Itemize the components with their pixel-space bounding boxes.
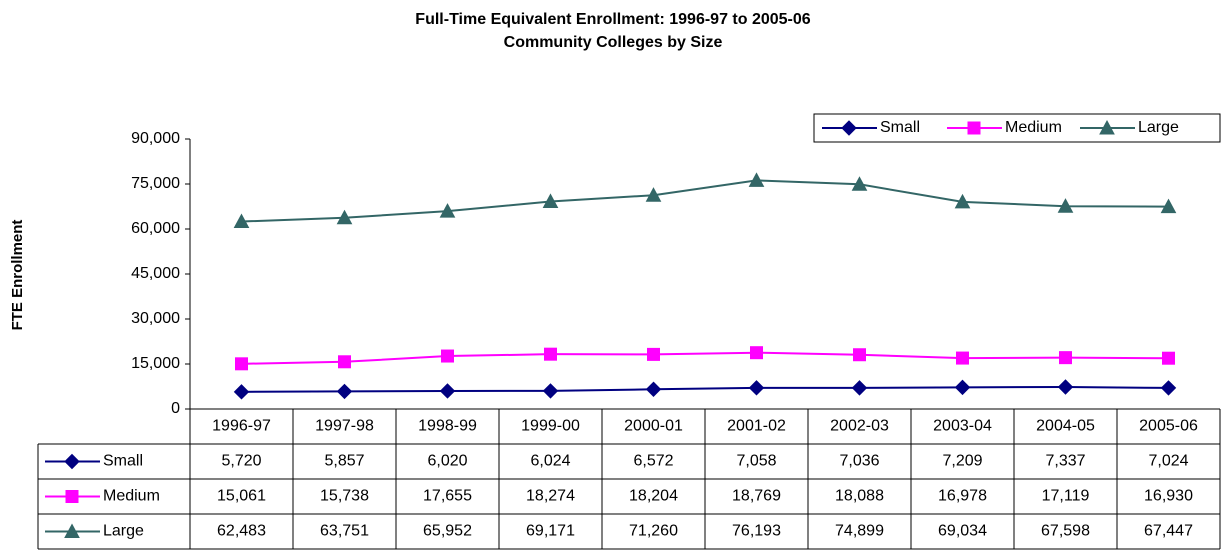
y-tick-label: 60,000 — [131, 220, 180, 237]
marker — [748, 380, 765, 396]
marker — [1099, 119, 1115, 135]
marker — [1057, 379, 1074, 395]
x-tick-label: 2004-05 — [1036, 418, 1095, 435]
marker — [542, 383, 559, 399]
x-tick-label: 1997-98 — [315, 418, 374, 435]
x-tick-label: 1996-97 — [212, 418, 271, 435]
x-tick-label: 2002-03 — [830, 418, 889, 435]
x-tick-label: 1999-00 — [521, 418, 580, 435]
marker — [544, 347, 557, 361]
marker — [439, 203, 456, 218]
x-tick-label: 2000-01 — [624, 418, 683, 435]
marker — [64, 523, 80, 538]
data-label: 63,751 — [320, 523, 369, 540]
data-label: 76,193 — [732, 523, 781, 540]
data-label: 7,209 — [942, 453, 982, 470]
data-label: 69,171 — [526, 523, 575, 540]
data-label: 71,260 — [629, 523, 678, 540]
y-tick-label: 45,000 — [131, 265, 180, 282]
marker — [336, 209, 353, 225]
marker — [967, 121, 981, 135]
x-tick-label: 2003-04 — [933, 418, 992, 435]
y-tick-label: 0 — [171, 400, 180, 417]
marker — [750, 346, 763, 360]
series-line — [241, 385, 1169, 393]
data-label: 7,036 — [839, 453, 879, 470]
marker — [441, 349, 454, 363]
chart-title: Full-Time Equivalent Enrollment: 1996-97… — [415, 11, 810, 28]
marker — [338, 355, 351, 369]
chart-subtitle: Community Colleges by Size — [504, 34, 723, 51]
marker — [645, 381, 662, 397]
data-label: 5,720 — [221, 453, 261, 470]
data-label: 6,024 — [530, 453, 570, 470]
marker — [853, 348, 866, 362]
y-axis-label: FTE Enrollment — [9, 220, 26, 331]
marker — [748, 172, 765, 187]
marker — [235, 357, 248, 371]
marker — [65, 490, 79, 503]
data-label: 17,655 — [423, 488, 472, 505]
data-label: 62,483 — [217, 523, 266, 540]
marker — [851, 176, 868, 191]
table-series-name: Large — [103, 523, 144, 540]
data-label: 15,061 — [217, 488, 266, 505]
x-tick-label: 2005-06 — [1139, 418, 1198, 435]
marker — [439, 383, 456, 399]
data-label: 67,447 — [1144, 523, 1193, 540]
marker — [954, 193, 971, 209]
marker — [645, 187, 662, 202]
marker — [64, 453, 80, 470]
marker — [233, 213, 250, 229]
y-tick-label: 30,000 — [131, 310, 180, 327]
data-label: 5,857 — [324, 453, 364, 470]
data-label: 16,978 — [938, 488, 987, 505]
legend-label: Medium — [1005, 119, 1062, 136]
marker — [841, 120, 857, 136]
legend-label: Small — [880, 119, 920, 136]
data-label: 6,572 — [633, 453, 673, 470]
marker — [1160, 198, 1177, 214]
x-tick-label: 2001-02 — [727, 418, 786, 435]
y-tick-label: 15,000 — [131, 355, 180, 372]
y-tick-label: 75,000 — [131, 175, 180, 192]
series-line — [241, 351, 1169, 365]
marker — [1162, 351, 1175, 365]
marker — [1057, 198, 1074, 213]
y-tick-label: 90,000 — [131, 130, 180, 147]
data-label: 69,034 — [938, 523, 987, 540]
data-label: 7,337 — [1045, 453, 1085, 470]
data-label: 15,738 — [320, 488, 369, 505]
data-label: 18,769 — [732, 488, 781, 505]
data-label: 7,024 — [1148, 453, 1188, 470]
x-tick-label: 1998-99 — [418, 418, 477, 435]
legend-label: Large — [1138, 119, 1179, 136]
data-label: 67,598 — [1041, 523, 1090, 540]
data-label: 18,274 — [526, 488, 575, 505]
marker — [1059, 351, 1072, 365]
series-line — [241, 179, 1169, 223]
data-label: 6,020 — [427, 453, 467, 470]
marker — [954, 379, 971, 396]
legend-box — [813, 113, 1221, 143]
data-label: 65,952 — [423, 523, 472, 540]
table-series-name: Small — [103, 453, 143, 470]
marker — [956, 351, 969, 365]
marker — [542, 193, 559, 208]
data-label: 17,119 — [1042, 488, 1090, 505]
data-label: 18,088 — [835, 488, 884, 505]
data-label: 7,058 — [736, 453, 776, 470]
marker — [647, 347, 660, 361]
data-label: 74,899 — [835, 523, 884, 540]
marker — [233, 384, 250, 400]
data-label: 18,204 — [629, 488, 678, 505]
marker — [851, 380, 868, 396]
data-label: 16,930 — [1144, 488, 1193, 505]
table-series-name: Medium — [103, 488, 160, 505]
marker — [336, 383, 353, 400]
marker — [1160, 380, 1177, 396]
